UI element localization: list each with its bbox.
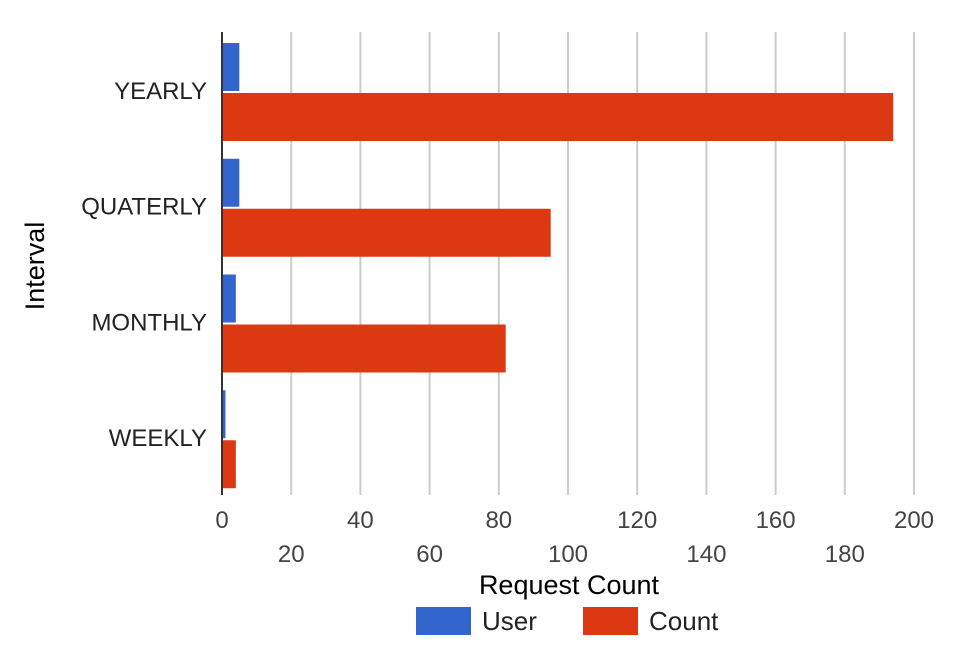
y-axis-title: Interval xyxy=(20,222,50,311)
x-tick-label: 120 xyxy=(617,507,657,534)
x-tick-label: 80 xyxy=(485,507,512,534)
bar-count-weekly xyxy=(222,440,236,489)
y-tick-label: MONTHLY xyxy=(91,309,207,336)
legend-swatch-count xyxy=(583,607,638,635)
x-tick-label: 40 xyxy=(347,507,374,534)
bar-user-monthly xyxy=(222,274,236,323)
x-axis-title: Request Count xyxy=(479,570,660,600)
bar-count-yearly xyxy=(222,93,894,141)
x-tick-label: 160 xyxy=(756,507,796,534)
y-tick-label: WEEKLY xyxy=(109,425,207,452)
bar-user-weekly xyxy=(222,390,226,439)
x-tick-labels: 0 20 40 60 80 100 120 140 160 180 200 xyxy=(215,507,934,568)
legend-label-user: User xyxy=(482,606,537,636)
y-tick-labels: YEARLY QUATERLY MONTHLY WEEKLY xyxy=(81,78,207,452)
x-tick-label: 140 xyxy=(686,541,726,568)
legend-label-count: Count xyxy=(649,606,719,636)
y-tick-label: QUATERLY xyxy=(81,194,207,221)
x-tick-label: 0 xyxy=(215,507,228,534)
bar-user-yearly xyxy=(222,43,240,91)
bar-count-monthly xyxy=(222,324,506,373)
x-tick-label: 100 xyxy=(548,541,588,568)
bars xyxy=(222,43,894,489)
x-tick-label: 60 xyxy=(416,541,443,568)
bar-count-quaterly xyxy=(222,208,551,257)
x-tick-label: 180 xyxy=(825,541,865,568)
x-tick-label: 200 xyxy=(894,507,934,534)
legend-swatch-user xyxy=(416,607,471,635)
legend: User Count xyxy=(416,606,719,636)
x-tick-label: 20 xyxy=(278,541,305,568)
y-tick-label: YEARLY xyxy=(114,78,207,105)
bar-user-quaterly xyxy=(222,158,240,207)
